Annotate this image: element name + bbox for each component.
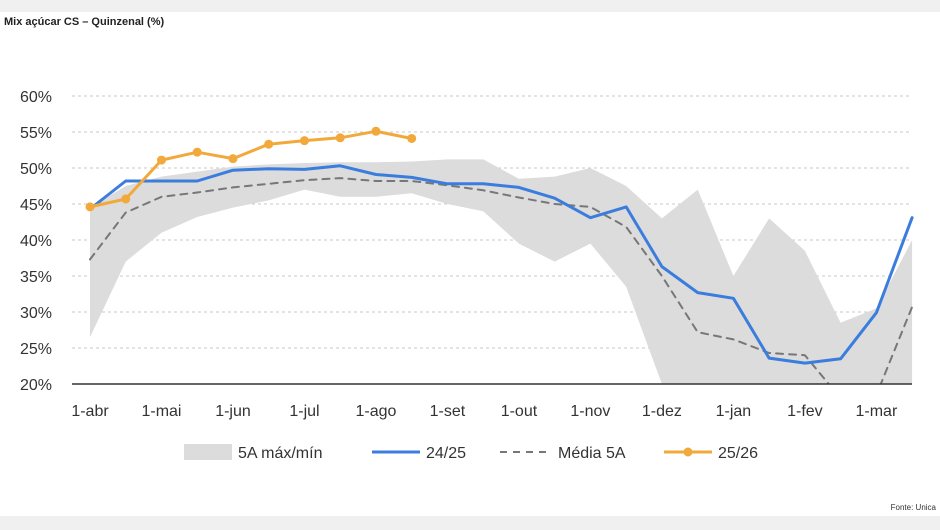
x-tick-label: 1-ago [355, 403, 396, 420]
x-tick-label: 1-set [430, 403, 466, 420]
legend: 5A máx/mín 24/25 Média 5A 25/26 [184, 444, 758, 462]
x-tick-label: 1-jul [289, 403, 319, 420]
y-tick-label: 60% [20, 89, 52, 106]
legend-label: 5A máx/mín [238, 445, 322, 462]
series-25-26-point [264, 139, 274, 149]
y-axis-ticks: 20% 25% 30% 35% 40% 45% 50% 55% 60% [20, 89, 52, 394]
y-tick-label: 30% [20, 305, 52, 322]
legend-swatch-band [184, 444, 232, 460]
x-tick-label: 1-out [501, 403, 538, 420]
x-tick-label: 1-dez [642, 403, 682, 420]
series-25-26-point [228, 154, 238, 164]
y-tick-label: 35% [20, 269, 52, 286]
legend-label: 24/25 [426, 445, 466, 462]
series-25-26-point [407, 133, 417, 143]
x-tick-label: 1-jun [215, 403, 251, 420]
series-25-26-point [299, 136, 309, 146]
band-5a-maxmin [90, 159, 913, 384]
series-lines [88, 129, 914, 384]
y-tick-label: 55% [20, 125, 52, 142]
series-25-26-point [335, 133, 345, 143]
x-tick-label: 1-nov [570, 403, 610, 420]
x-tick-label: 1-fev [787, 403, 823, 420]
legend-marker-25-26 [683, 447, 693, 457]
series-markers [85, 126, 417, 212]
chart-panel: Mix açúcar CS – Quinzenal (%) 20% 25% 30% 3… [0, 12, 940, 516]
y-tick-label: 50% [20, 161, 52, 178]
band-area [90, 159, 913, 384]
series-25-26-point [156, 155, 166, 165]
x-axis-ticks: 1-abr 1-mai 1-jun 1-jul 1-ago 1-set 1-out 1-nov… [71, 403, 898, 420]
series-25-26-point [121, 194, 131, 204]
x-tick-label: 1-mar [855, 403, 897, 420]
x-tick-label: 1-jan [716, 403, 752, 420]
x-tick-label: 1-mai [141, 403, 181, 420]
series-25-26-point [192, 147, 202, 157]
line-chart: 20%25%30%35%40%45%50%55%60% 1-abr 1-mai 1-… [20, 89, 914, 462]
legend-label: 25/26 [718, 445, 758, 462]
series-25-26-line [88, 129, 414, 209]
chart-title: Mix açúcar CS – Quinzenal (%) [4, 16, 165, 28]
source-note: Fonte: Unica [890, 503, 936, 512]
legend-label: Média 5A [558, 445, 626, 462]
series-24-25-line [88, 164, 914, 365]
y-tick-label: 45% [20, 197, 52, 214]
x-tick-label: 1-abr [71, 403, 109, 420]
series-25-26-point [85, 202, 95, 212]
y-tick-label: 40% [20, 233, 52, 250]
y-tick-label: 20% [20, 377, 52, 394]
series-25-26-point [371, 126, 381, 136]
y-tick-label: 25% [20, 341, 52, 358]
